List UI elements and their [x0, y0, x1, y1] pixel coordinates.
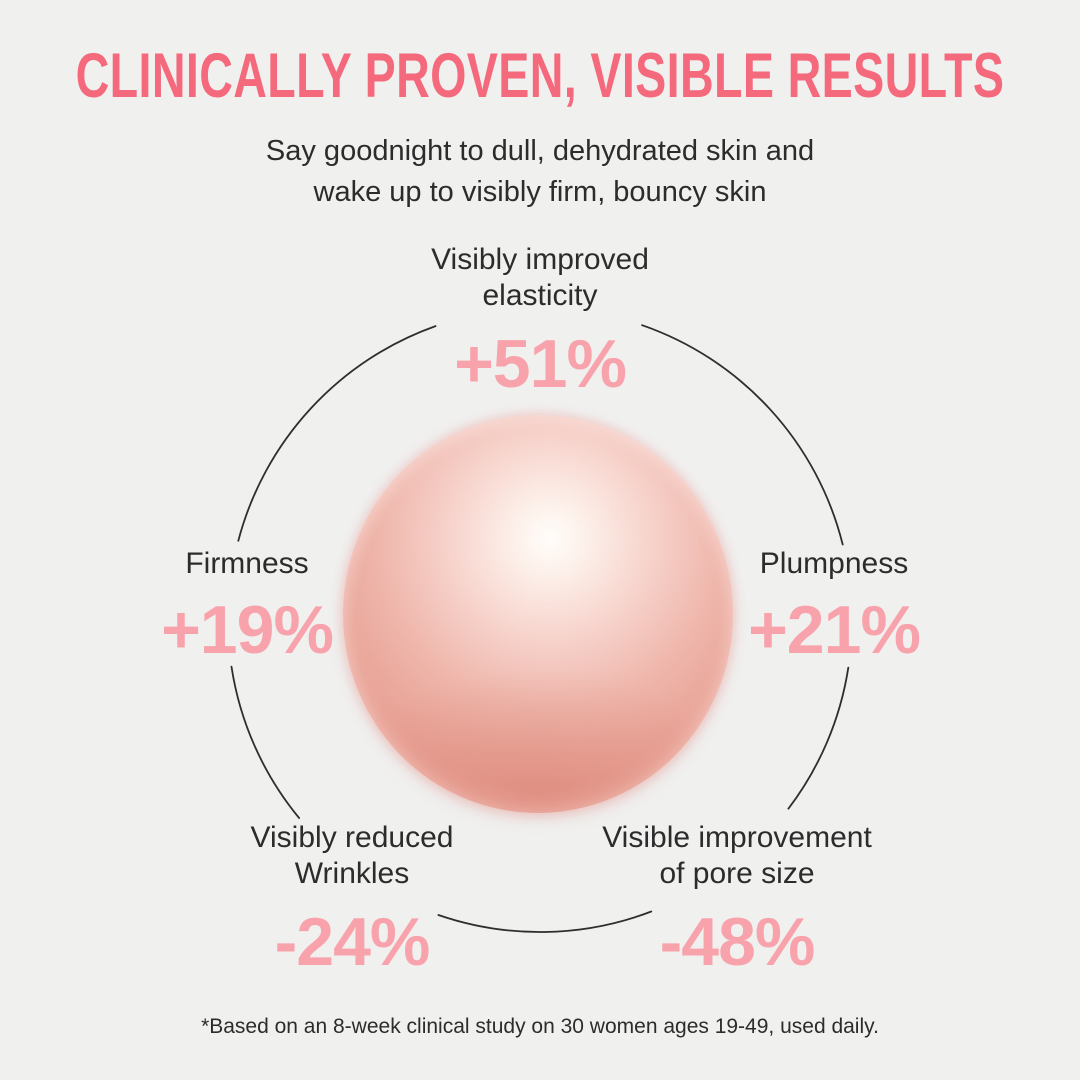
- stat-label: Firmness: [185, 547, 309, 580]
- stat-label: of pore size: [659, 857, 815, 890]
- stat-label: Wrinkles: [294, 857, 410, 890]
- stat-label: Visible improvement: [602, 821, 872, 854]
- stat-circle-arc-top-right: [641, 324, 844, 546]
- stat-value: +51%: [454, 326, 627, 402]
- subtitle: Say goodnight to dull, dehydrated skin a…: [0, 131, 1080, 213]
- stat-firmness: Firmness +19%: [161, 546, 334, 668]
- footnote: *Based on an 8-week clinical study on 30…: [201, 1015, 879, 1038]
- stat-value: +21%: [748, 592, 921, 668]
- subtitle-line-2: wake up to visibly firm, bouncy skin: [313, 176, 767, 208]
- stat-elasticity: Visibly improved elasticity +51%: [431, 242, 649, 398]
- pearl-sphere-image: [343, 415, 733, 813]
- stat-label: Plumpness: [759, 547, 909, 580]
- stat-value: -48%: [659, 904, 816, 980]
- stat-label: Visibly improved: [431, 243, 649, 276]
- page-title: CLINICALLY PROVEN, VISIBLE RESULTS: [75, 41, 1005, 111]
- stat-circle-arc-left-bottom: [230, 665, 300, 819]
- stat-plumpness: Plumpness +21%: [748, 546, 921, 668]
- stat-value: +19%: [161, 592, 334, 668]
- stat-value: -24%: [274, 904, 431, 980]
- stat-circle-arc-top-left: [237, 325, 437, 542]
- stat-label: elasticity: [482, 279, 598, 312]
- stat-circle-arc-bottom-center: [437, 910, 653, 933]
- stat-wrinkles: Visibly reduced Wrinkles -24%: [251, 820, 454, 976]
- stat-pore-size: Visible improvement of pore size -48%: [602, 820, 872, 976]
- subtitle-line-1: Say goodnight to dull, dehydrated skin a…: [265, 135, 815, 167]
- stat-circle-arc-bottom-right: [787, 666, 850, 810]
- stat-label: Visibly reduced: [250, 821, 454, 854]
